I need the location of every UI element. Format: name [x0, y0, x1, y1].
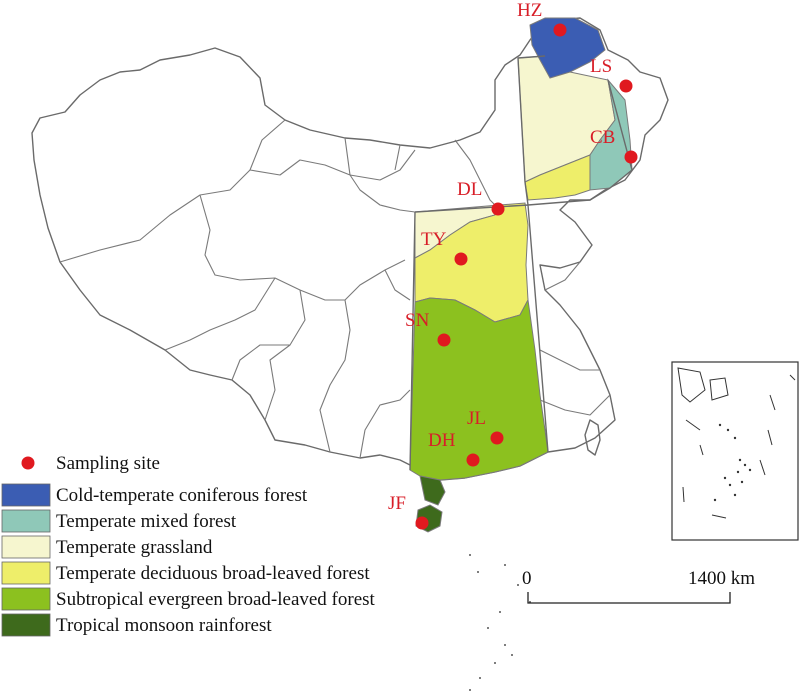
site-marker-jl: [490, 431, 504, 445]
legend-swatch-cold-temperate: [1, 483, 51, 507]
site-label-dl: DL: [457, 179, 482, 200]
site-label-cb: CB: [590, 127, 615, 148]
transect-outline: [409, 55, 633, 471]
taiwan-outline: [584, 419, 601, 456]
site-label-sn: SN: [405, 310, 430, 331]
scale-start-label: 0: [522, 568, 532, 589]
legend-swatch-subtropical: [1, 587, 51, 611]
legend-cold-temperate: Cold-temperate coniferous forest: [56, 485, 308, 506]
legend-site-icon: [21, 456, 35, 470]
legend-temperate-grassland: Temperate grassland: [56, 537, 213, 558]
scale-bar-line: [527, 592, 731, 604]
south-china-sea-inset: [671, 361, 799, 541]
legend-swatch-temperate-mixed: [1, 509, 51, 533]
legend-subtropical: Subtropical evergreen broad-leaved fores…: [56, 589, 376, 610]
vegetation-zones: [409, 17, 633, 533]
legend-temperate-deciduous: Temperate deciduous broad-leaved forest: [56, 563, 370, 584]
scale-end-label: 1400 km: [688, 568, 755, 589]
zone-cold-temperate: [529, 17, 606, 79]
legend-sampling-site: Sampling site: [56, 453, 160, 474]
site-label-jl: JL: [467, 408, 486, 429]
legend-swatch-temperate-grassland: [1, 535, 51, 559]
site-marker-cb: [624, 150, 638, 164]
zone-subtropical: [409, 297, 549, 481]
site-marker-ty: [454, 252, 468, 266]
site-marker-dh: [466, 453, 480, 467]
sampling-sites: HZ LS CB DL TY SN JL DH JF: [388, 0, 638, 530]
legend-swatch-tropical: [1, 613, 51, 637]
legend-tropical: Tropical monsoon rainforest: [56, 615, 272, 636]
scale-bar: 0 1400 km: [522, 568, 755, 604]
site-label-hz: HZ: [517, 0, 542, 21]
legend-swatch-temperate-deciduous: [1, 561, 51, 585]
site-label-dh: DH: [428, 430, 456, 451]
legend: Sampling site Cold-temperate coniferous …: [1, 453, 376, 637]
south-islands: [469, 554, 531, 691]
site-marker-dl: [491, 202, 505, 216]
site-marker-jf: [415, 516, 429, 530]
legend-temperate-mixed: Temperate mixed forest: [56, 511, 237, 532]
province-borders: [59, 119, 611, 459]
site-marker-sn: [437, 333, 451, 347]
zone-tropical: [419, 475, 446, 506]
site-marker-ls: [619, 79, 633, 93]
site-marker-hz: [553, 23, 567, 37]
site-label-ls: LS: [590, 56, 612, 77]
site-label-jf: JF: [388, 493, 406, 514]
site-label-ty: TY: [421, 229, 447, 250]
